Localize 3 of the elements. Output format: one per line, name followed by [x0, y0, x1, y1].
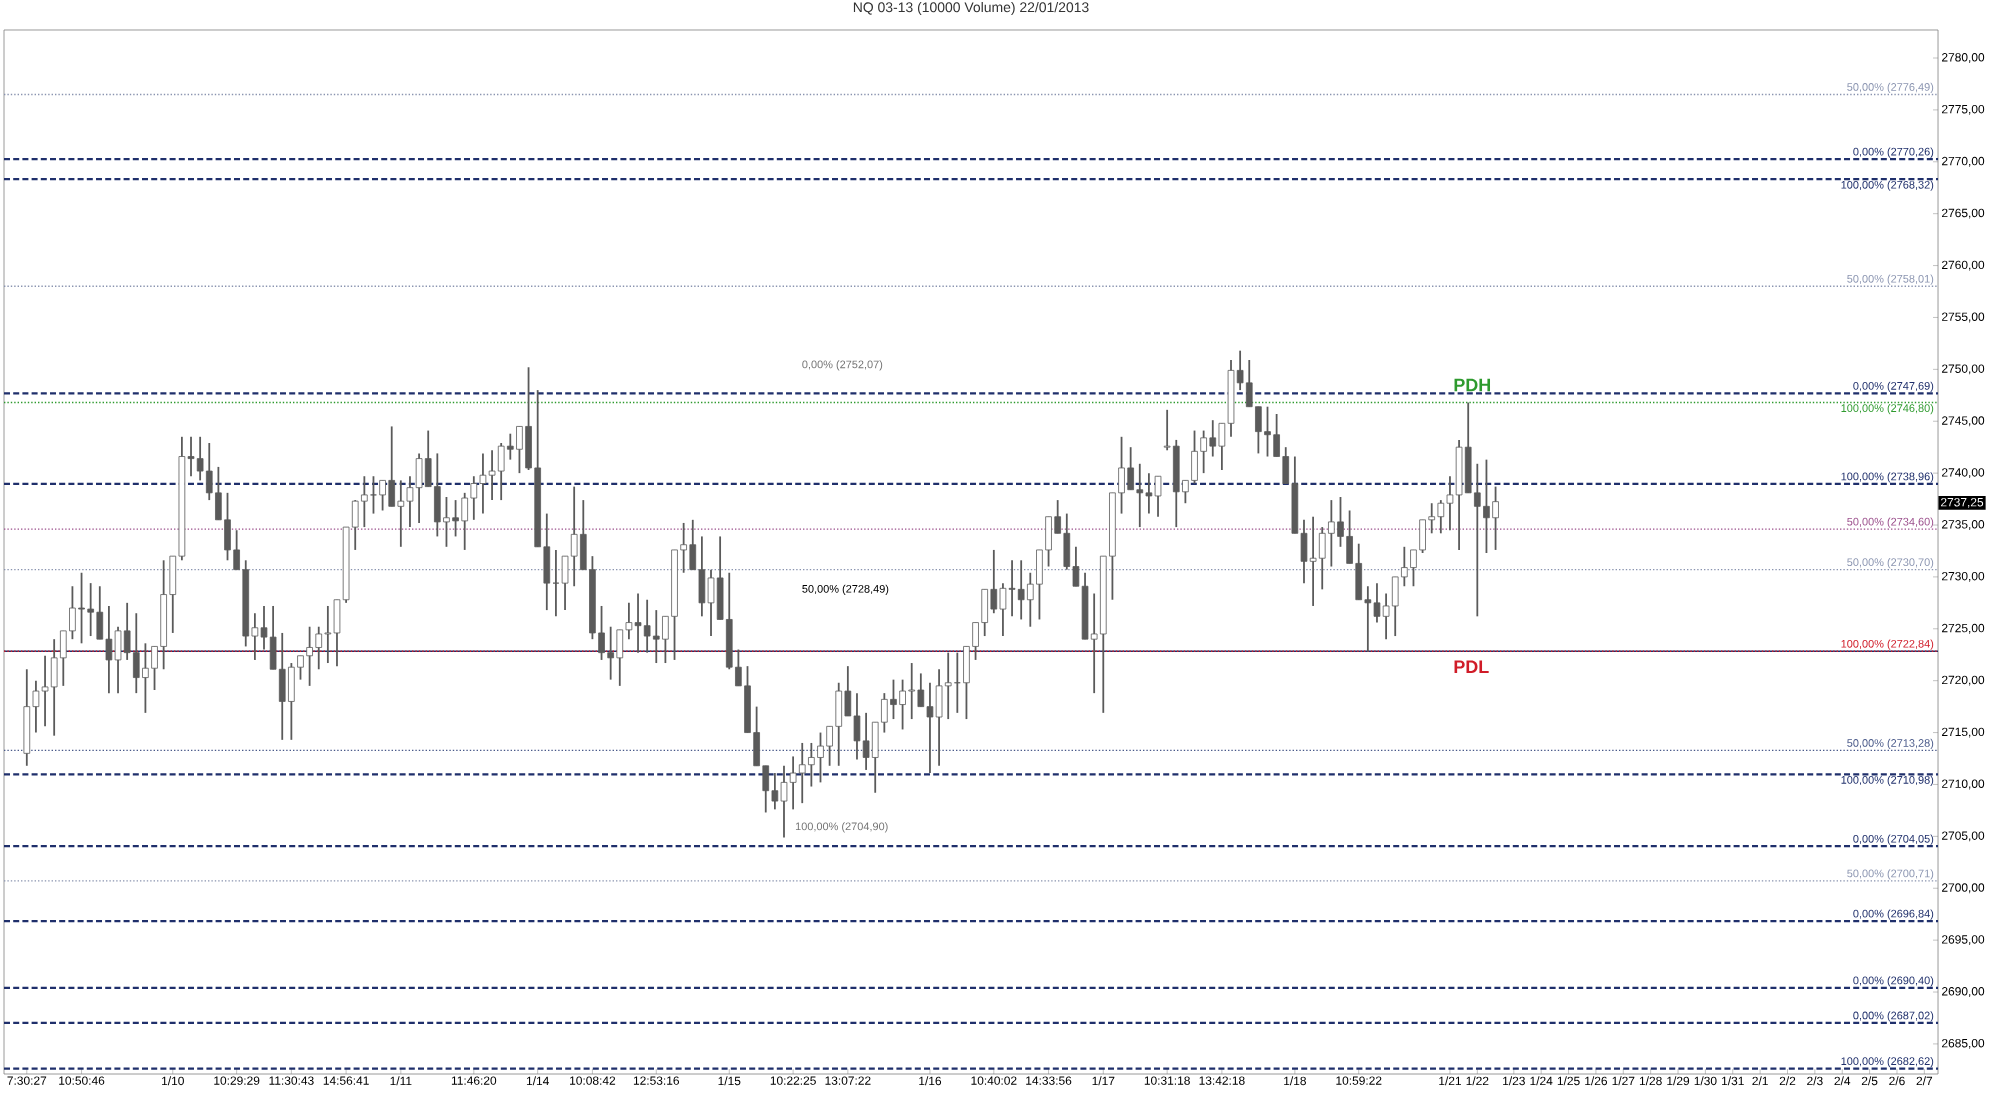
candlestick	[944, 651, 952, 720]
annotation: PDH	[1454, 378, 1491, 392]
annotation: PDL	[1454, 660, 1489, 673]
